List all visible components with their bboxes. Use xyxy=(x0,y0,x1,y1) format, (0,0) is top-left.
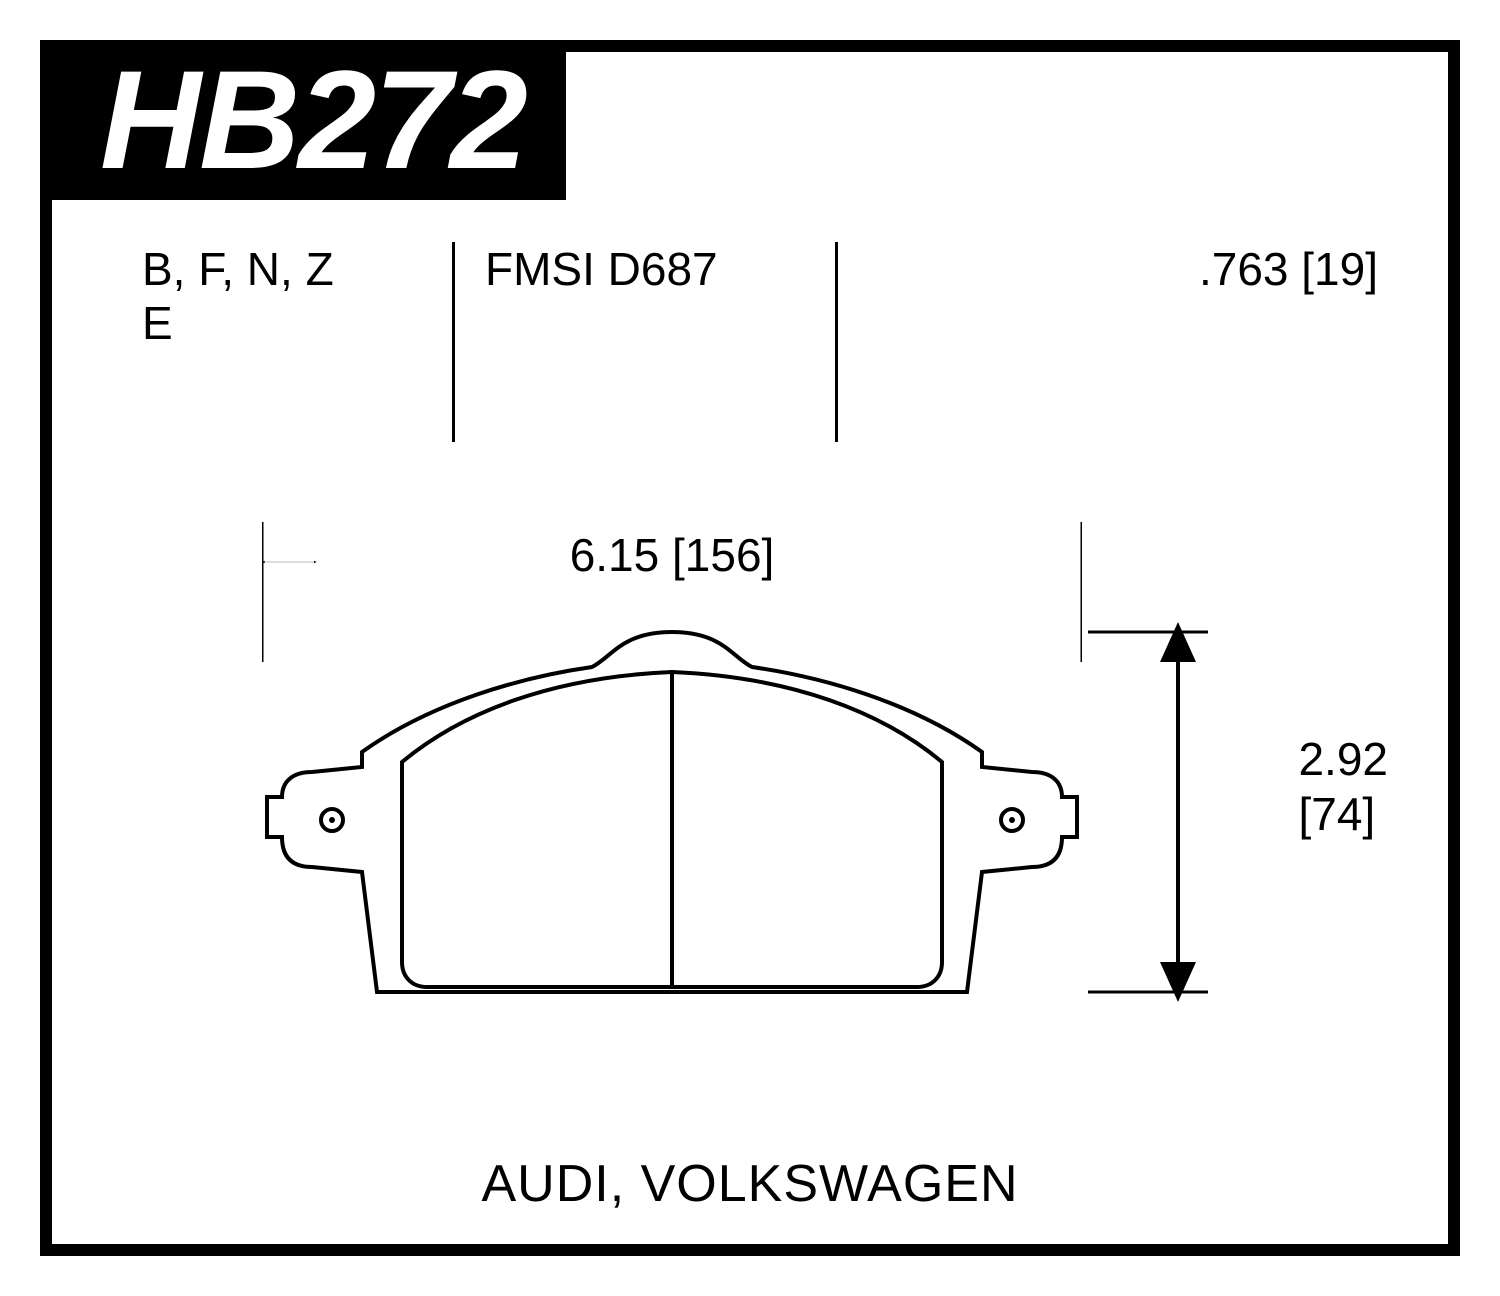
height-dimension: 2.92 [74] xyxy=(1128,622,1388,1002)
part-number-banner: HB272 xyxy=(40,40,566,200)
diagram-frame: HB272 B, F, N, Z E FMSI D687 .763 [19] 6… xyxy=(40,40,1460,1256)
footer-brands: AUDI, VOLKSWAGEN xyxy=(52,1154,1448,1214)
height-mm: [74] xyxy=(1298,787,1388,842)
fmsi-value: FMSI D687 xyxy=(485,243,718,295)
height-dimension-label: 2.92 [74] xyxy=(1298,732,1388,842)
spec-row: B, F, N, Z E FMSI D687 .763 [19] xyxy=(112,242,1388,442)
part-number: HB272 xyxy=(100,41,526,198)
compounds-line1: B, F, N, Z xyxy=(142,243,334,295)
thickness-value: .763 [19] xyxy=(1199,243,1378,295)
height-arrow-line xyxy=(1148,622,1208,1002)
spec-compounds: B, F, N, Z E xyxy=(112,242,452,442)
brands-text: AUDI, VOLKSWAGEN xyxy=(481,1155,1018,1213)
brake-pad-outline xyxy=(262,622,1082,1002)
spec-fmsi: FMSI D687 xyxy=(455,242,835,442)
diagram-area: 6.15 [156] xyxy=(112,492,1388,1104)
compounds-line2: E xyxy=(142,296,422,350)
spec-thickness: .763 [19] xyxy=(838,242,1388,442)
width-arrow-line xyxy=(262,560,317,564)
width-dimension-label: 6.15 [156] xyxy=(560,529,785,581)
height-inches: 2.92 xyxy=(1298,732,1388,787)
